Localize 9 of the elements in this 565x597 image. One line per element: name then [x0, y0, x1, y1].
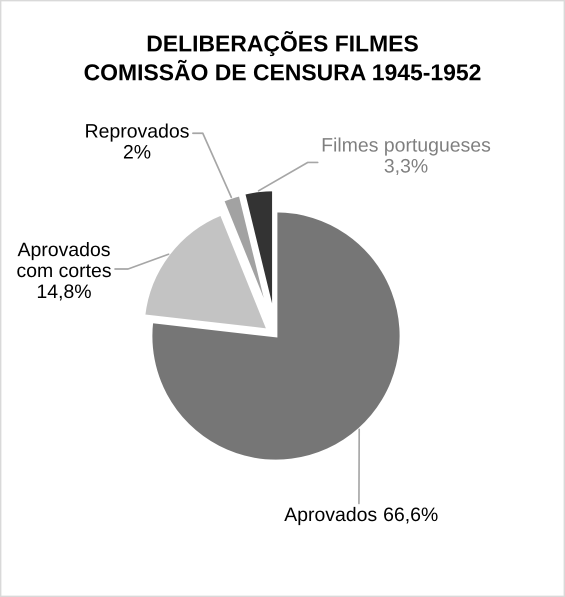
data-label: 2%: [124, 144, 150, 159]
chart-title: DELIBERAÇÕES FILMES COMISSÃO DE CENSURA 1945-1952: [84, 31, 480, 80]
data-label: 66,6%: [384, 507, 438, 524]
slice-label: Aprovados com cortes: [17, 242, 111, 278]
data-label: 14,8%: [38, 284, 91, 300]
slice-label: Reprovados: [86, 123, 189, 142]
data-label: 3,3%: [384, 158, 428, 175]
slice-label: Aprovados: [284, 506, 376, 526]
slice-label: Filmes portugueses: [322, 137, 490, 156]
